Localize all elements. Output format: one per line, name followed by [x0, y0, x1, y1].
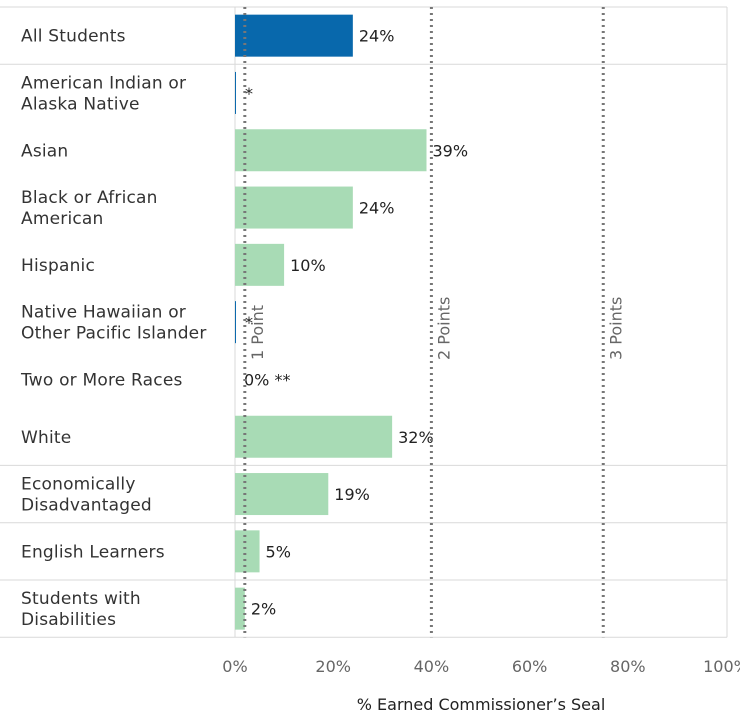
bar [235, 71, 236, 114]
bar [235, 129, 427, 172]
value-label: 32% [398, 428, 434, 447]
category-label: White [21, 428, 71, 448]
bar [235, 530, 260, 573]
category-label: Native Hawaiian or Other Pacific Islander [21, 303, 207, 344]
value-label: 24% [359, 199, 395, 218]
x-tick-label: 20% [315, 657, 351, 676]
category-label: Black or African American [21, 188, 158, 229]
x-tick-label: 0% [222, 657, 247, 676]
category-label: Asian [21, 141, 68, 161]
value-label: * [245, 313, 253, 332]
reference-line-label: 2 Points [434, 297, 453, 360]
value-label: 19% [334, 485, 370, 504]
category-label: Students with Disabilities [21, 589, 141, 630]
value-label: 39% [432, 141, 468, 160]
x-tick-label: 100% [703, 657, 740, 676]
category-label: Hispanic [21, 256, 95, 276]
bar [235, 243, 285, 286]
category-label: English Learners [21, 542, 165, 562]
value-label: 2% [251, 600, 276, 619]
value-label: * [245, 84, 253, 103]
value-label: 10% [290, 256, 326, 275]
bar [235, 301, 236, 344]
value-label: 5% [266, 542, 291, 561]
bar [235, 473, 329, 516]
reference-line-label: 3 Points [606, 297, 625, 360]
value-label: 0% ** [244, 370, 290, 389]
category-label: All Students [21, 27, 126, 47]
x-tick-label: 60% [512, 657, 548, 676]
reference-line-label: 1 Point [248, 305, 267, 360]
bar [235, 186, 353, 229]
category-label: American Indian or Alaska Native [21, 73, 186, 114]
bar [235, 415, 393, 458]
bar [235, 14, 353, 57]
x-tick-label: 80% [610, 657, 646, 676]
category-label: Two or More Races [20, 370, 183, 390]
x-tick-label: 40% [414, 657, 450, 676]
x-axis-title: % Earned Commissioner’s Seal [357, 695, 606, 714]
value-label: 24% [359, 27, 395, 46]
category-label: Economically Disadvantaged [21, 475, 152, 516]
bar [235, 587, 245, 630]
